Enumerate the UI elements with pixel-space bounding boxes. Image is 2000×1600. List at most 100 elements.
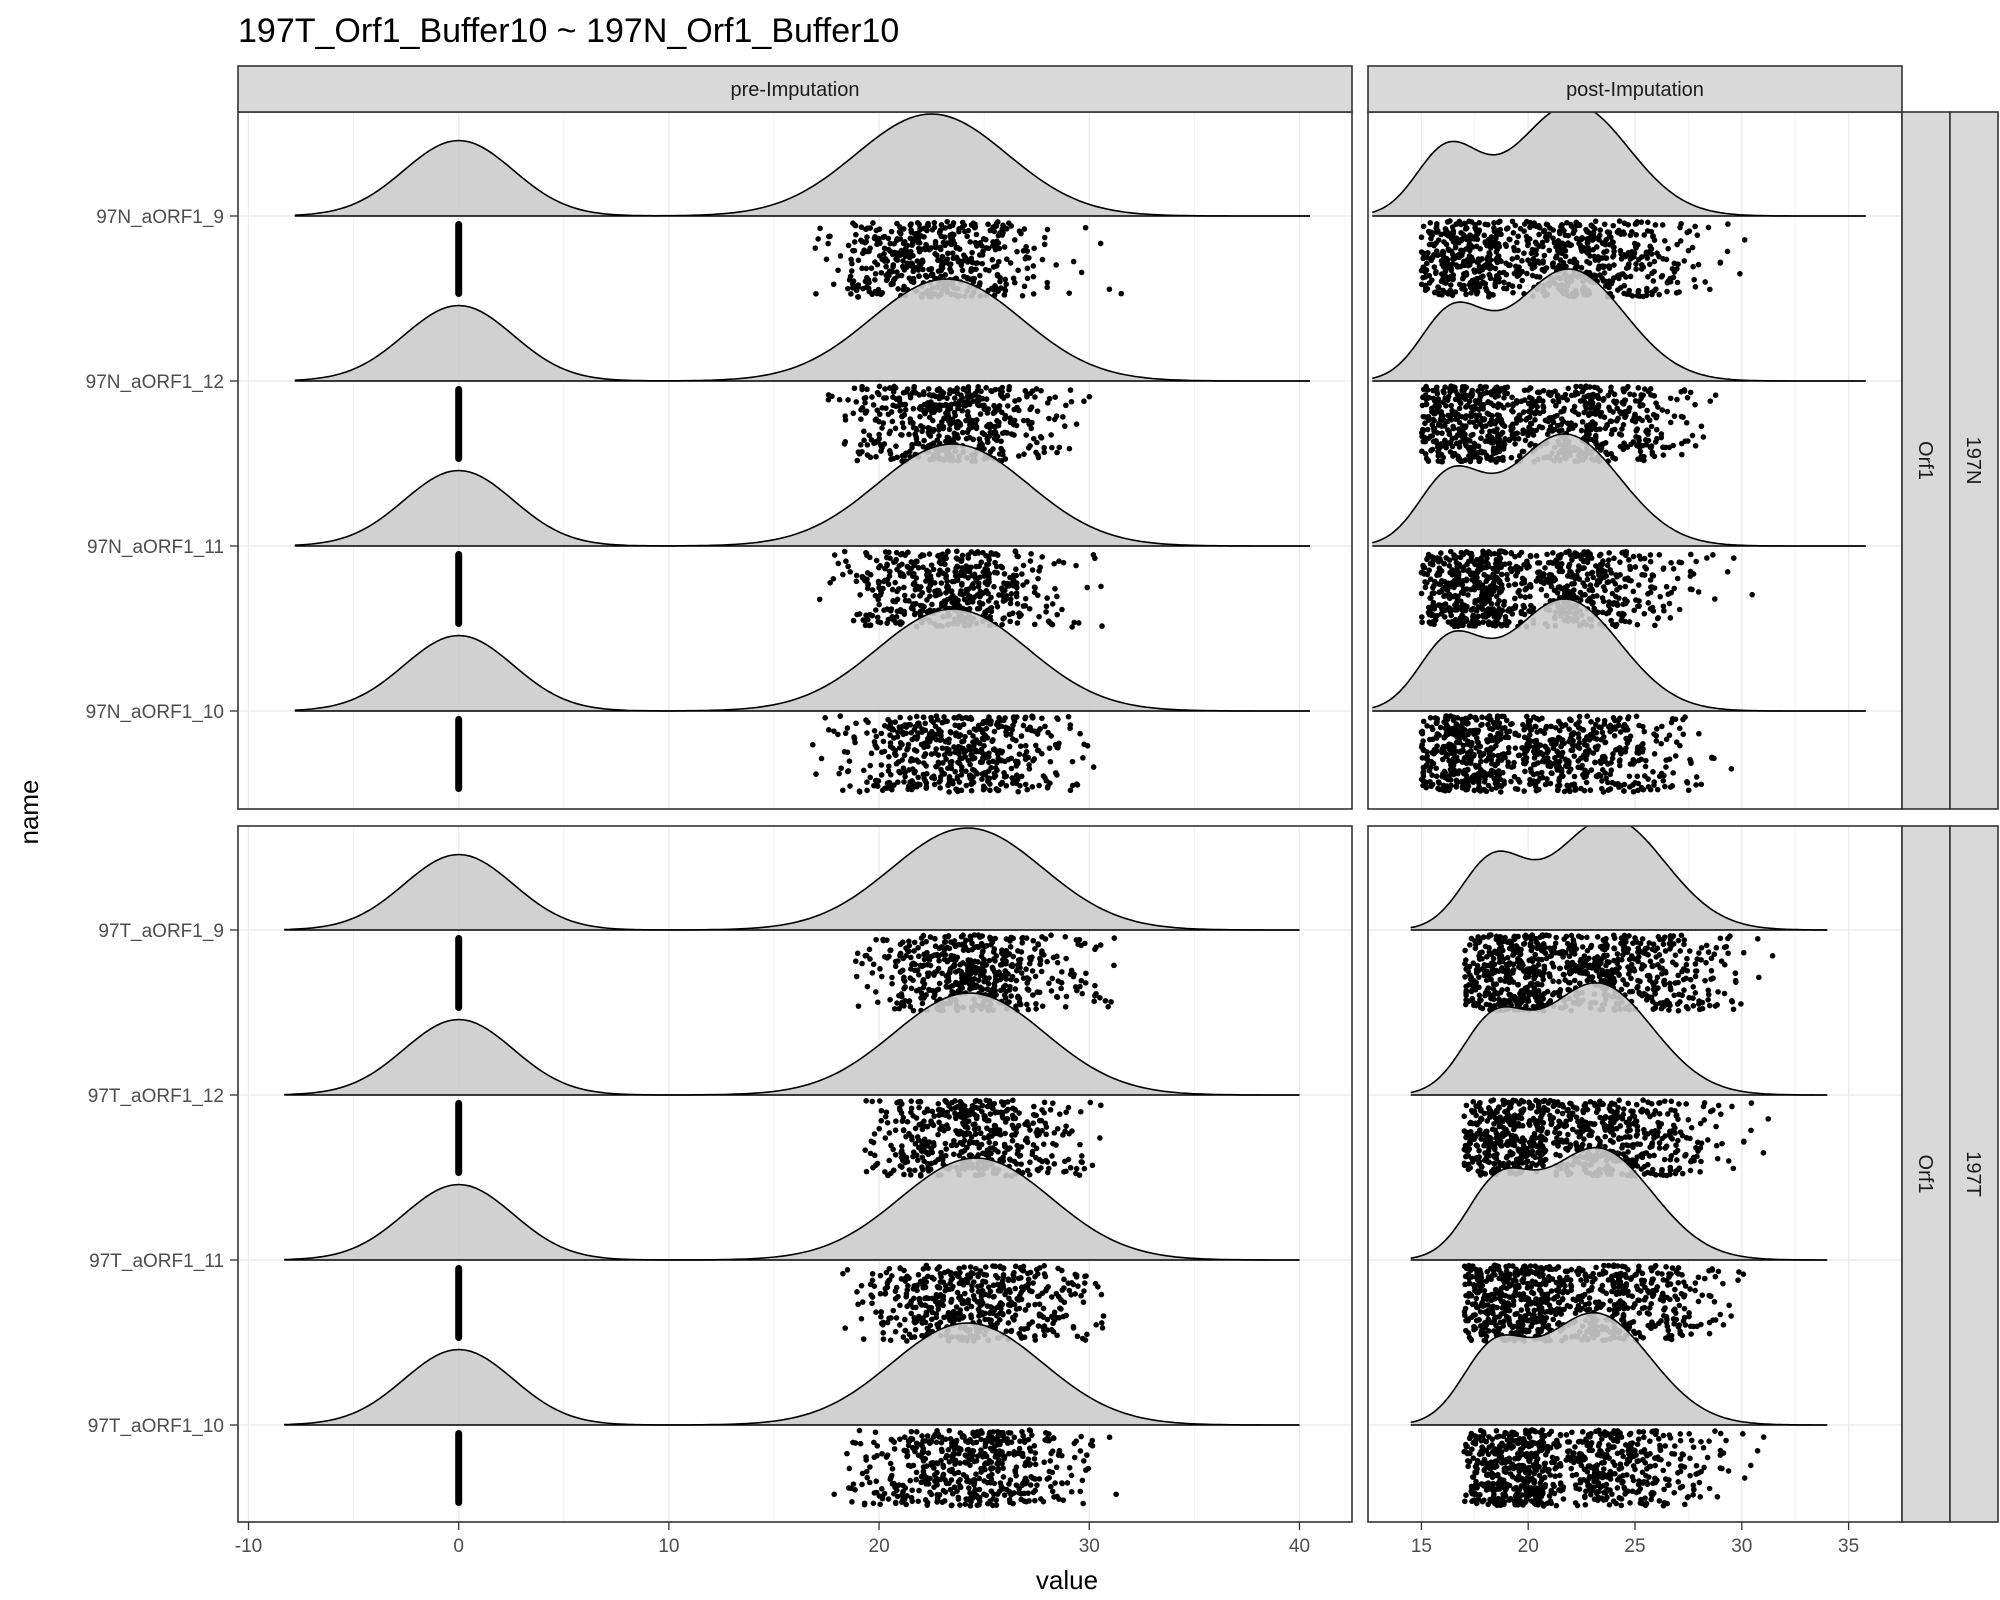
- data-point: [1467, 236, 1473, 243]
- data-point: [1001, 615, 1007, 621]
- data-point: [907, 248, 914, 255]
- data-point: [1574, 573, 1580, 579]
- data-point: [869, 612, 876, 619]
- data-point: [1651, 453, 1658, 460]
- data-point: [1438, 408, 1444, 415]
- data-point: [1632, 244, 1639, 250]
- data-point: [1503, 226, 1510, 232]
- data-point: [910, 780, 917, 787]
- data-point: [1476, 228, 1482, 235]
- data-point: [994, 603, 1001, 610]
- data-point: [1607, 388, 1614, 395]
- data-point: [889, 586, 896, 593]
- data-point: [943, 738, 950, 744]
- data-point: [1670, 442, 1676, 449]
- data-point: [1010, 778, 1017, 784]
- data-point: [1481, 232, 1488, 239]
- data-point: [1456, 218, 1463, 225]
- data-point: [910, 593, 916, 599]
- data-point: [1587, 787, 1594, 794]
- data-point: [1660, 777, 1667, 784]
- data-point: [1431, 410, 1437, 417]
- data-point: [1509, 283, 1516, 289]
- data-point: [985, 221, 991, 228]
- data-point: [1687, 389, 1694, 396]
- data-point: [858, 224, 865, 231]
- data-point: [1597, 447, 1604, 453]
- data-point: [1647, 386, 1654, 392]
- data-point: [1509, 218, 1516, 225]
- data-point: [931, 781, 938, 788]
- data-point: [931, 580, 938, 586]
- data-point: [1650, 233, 1656, 239]
- data-point: [878, 269, 885, 276]
- data-point: [1449, 607, 1455, 613]
- data-point: [931, 224, 938, 231]
- data-point: [890, 598, 897, 605]
- data-point: [1029, 567, 1036, 573]
- data-point: [1596, 552, 1603, 559]
- data-point: [900, 258, 906, 264]
- data-point: [1482, 384, 1488, 390]
- data-point: [884, 561, 890, 568]
- data-point: [1448, 267, 1455, 274]
- data-point: [1626, 619, 1633, 625]
- data-point: [869, 394, 875, 400]
- data-point: [999, 621, 1005, 628]
- data-point: [1457, 458, 1464, 464]
- data-point: [844, 285, 851, 292]
- data-point: [934, 406, 941, 413]
- data-point: [866, 248, 872, 255]
- data-point: [1667, 419, 1674, 426]
- data-point: [1596, 263, 1603, 269]
- data-point: [1444, 260, 1451, 266]
- data-point: [985, 598, 992, 604]
- data-point: [1617, 559, 1623, 565]
- data-point: [852, 222, 859, 229]
- data-point: [1592, 421, 1598, 427]
- data-point: [978, 591, 985, 598]
- data-point: [1520, 409, 1527, 415]
- data-point: [1019, 571, 1025, 577]
- data-point: [1724, 248, 1731, 255]
- data-point: [943, 410, 949, 416]
- data-point: [942, 225, 949, 231]
- data-point: [1038, 387, 1044, 394]
- data-point: [1437, 581, 1444, 588]
- data-point: [972, 239, 979, 246]
- data-point: [1010, 572, 1017, 579]
- data-point: [1591, 384, 1598, 391]
- data-point: [1553, 402, 1559, 409]
- data-point: [1004, 430, 1010, 436]
- data-point: [1497, 611, 1503, 618]
- data-point: [942, 600, 949, 606]
- data-point: [1023, 432, 1029, 438]
- data-point: [873, 453, 879, 460]
- data-point: [1587, 253, 1593, 259]
- data-point: [1423, 396, 1430, 403]
- data-point: [1645, 431, 1651, 437]
- data-point: [1691, 276, 1697, 283]
- data-point: [1481, 417, 1487, 423]
- data-point: [1712, 392, 1719, 398]
- data-point: [1555, 584, 1562, 591]
- data-point: [1035, 575, 1041, 582]
- data-point: [1040, 773, 1047, 779]
- data-point: [890, 402, 896, 409]
- data-point: [1450, 423, 1456, 430]
- data-point: [1627, 232, 1634, 239]
- data-point: [940, 760, 946, 766]
- data-point: [879, 289, 886, 296]
- data-point: [1471, 267, 1477, 273]
- data-point: [847, 783, 853, 789]
- data-point: [1642, 564, 1648, 570]
- data-point: [999, 409, 1005, 416]
- data-point: [1442, 601, 1449, 607]
- data-point: [872, 277, 878, 283]
- data-point: [956, 779, 963, 785]
- data-point: [901, 412, 908, 418]
- data-point: [1420, 255, 1427, 262]
- points-97N_aORF1_9: [1418, 218, 1748, 300]
- data-point: [1579, 388, 1586, 395]
- data-point: [809, 741, 816, 748]
